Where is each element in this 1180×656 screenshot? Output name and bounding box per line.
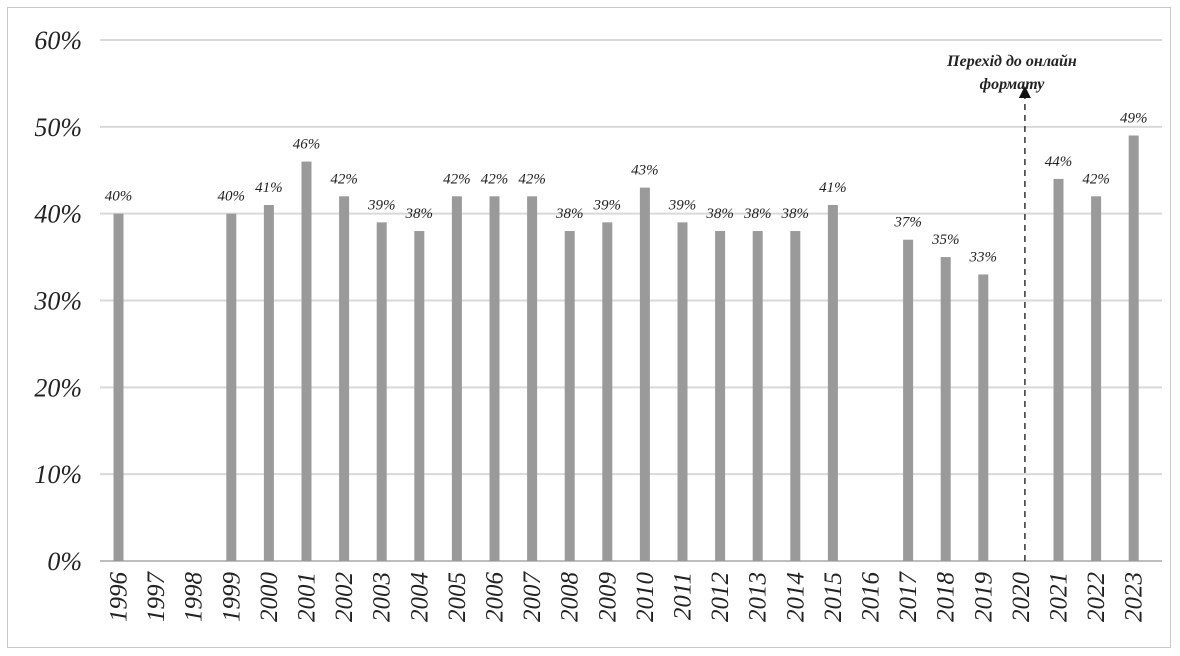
x-tick-label: 2006 [482, 572, 509, 623]
bar [263, 204, 274, 561]
annotation-text: Перехід до онлайн [946, 53, 1077, 70]
bar [602, 222, 613, 561]
data-label: 42% [443, 171, 471, 187]
bar [226, 213, 237, 561]
y-tick-label: 20% [34, 373, 82, 402]
x-tick-label: 2000 [256, 572, 283, 623]
bar [376, 222, 387, 561]
bar [752, 231, 763, 562]
y-tick-label: 60% [34, 26, 82, 55]
x-tick-label: 2021 [1046, 572, 1073, 622]
bar [715, 231, 726, 562]
x-tick-label: 2009 [594, 572, 621, 623]
x-tick-label: 2008 [557, 572, 584, 623]
x-tick-label: 1999 [218, 572, 245, 623]
data-label: 33% [969, 249, 998, 265]
data-label: 43% [631, 163, 659, 179]
data-label: 38% [405, 206, 434, 222]
data-label: 42% [1082, 171, 1110, 187]
y-tick-label: 10% [34, 460, 82, 489]
y-tick-label: 30% [33, 287, 82, 316]
x-tick-label: 1997 [143, 571, 170, 623]
x-tick-label: 2018 [933, 572, 960, 623]
x-tick-label: 2022 [1083, 572, 1110, 622]
x-tick-label: 2020 [1008, 572, 1035, 623]
y-tick-label: 40% [34, 200, 82, 229]
bar [489, 196, 500, 562]
data-label: 41% [819, 180, 847, 196]
annotation-text: формату [980, 76, 1046, 93]
data-label: 39% [593, 197, 622, 213]
bar [1128, 135, 1139, 561]
x-tick-label: 2019 [970, 572, 997, 623]
data-label: 38% [705, 206, 734, 222]
x-tick-label: 2011 [670, 572, 697, 620]
x-tick-label: 1998 [181, 572, 208, 623]
data-label: 38% [781, 206, 810, 222]
data-label: 38% [743, 206, 772, 222]
bar [1053, 178, 1064, 561]
x-tick-label: 2007 [519, 571, 546, 623]
x-tick-label: 2013 [745, 572, 772, 622]
x-tick-label: 2002 [331, 572, 358, 622]
x-tick-label: 2010 [632, 572, 659, 623]
data-label: 42% [518, 171, 546, 187]
bar [527, 196, 538, 562]
x-tick-label: 2005 [444, 572, 471, 622]
x-tick-label: 2012 [707, 572, 734, 622]
bar [113, 213, 124, 561]
bar [677, 222, 688, 561]
bar [564, 231, 575, 562]
bar [639, 187, 650, 561]
data-label: 35% [931, 232, 960, 248]
x-tick-label: 2001 [294, 572, 321, 622]
data-label: 40% [218, 189, 246, 205]
y-tick-label: 50% [34, 113, 82, 142]
x-tick-label: 2004 [406, 572, 433, 622]
bar [790, 231, 801, 562]
data-label: 39% [367, 197, 396, 213]
data-label: 37% [893, 215, 922, 231]
x-tick-label: 2003 [369, 572, 396, 622]
data-label: 44% [1045, 154, 1073, 170]
chart-frame [7, 7, 1171, 648]
x-tick-label: 2014 [782, 572, 809, 622]
x-tick-label: 2016 [858, 572, 885, 623]
bar [940, 257, 951, 561]
x-tick-label: 2023 [1121, 572, 1148, 622]
bar [451, 196, 462, 562]
data-label: 42% [481, 171, 509, 187]
data-label: 41% [255, 180, 283, 196]
data-label: 42% [330, 171, 358, 187]
y-tick-label: 0% [47, 547, 82, 576]
bar [301, 161, 312, 562]
x-tick-label: 2015 [820, 572, 847, 622]
bar [1091, 196, 1102, 562]
bar [978, 274, 989, 561]
bar [903, 239, 914, 561]
bar [339, 196, 350, 562]
x-tick-label: 2017 [895, 571, 922, 623]
data-label: 39% [668, 197, 697, 213]
bar [827, 204, 838, 561]
data-label: 38% [555, 206, 584, 222]
bar [414, 231, 425, 562]
data-label: 49% [1120, 111, 1148, 127]
x-tick-label: 1996 [106, 572, 133, 623]
data-label: 40% [105, 189, 133, 205]
data-label: 46% [293, 137, 321, 153]
